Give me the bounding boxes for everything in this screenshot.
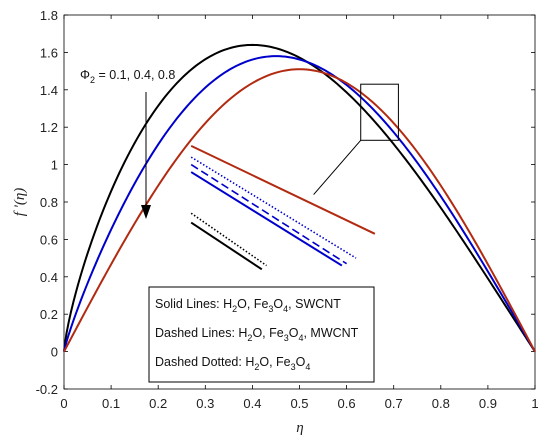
series-line-3 xyxy=(63,68,536,353)
svg-text:Φ2 = 0.1, 0.4, 0.8: Φ2 = 0.1, 0.4, 0.8 xyxy=(80,68,175,85)
y-tick-label: 0.4 xyxy=(40,270,58,285)
legend-entry-solid: Solid Lines: H2O, Fe3O4, SWCNT xyxy=(155,297,341,314)
y-tick-label: -0.2 xyxy=(36,382,58,397)
arrow-head xyxy=(141,205,151,219)
legend-box xyxy=(148,286,375,383)
phi-values: = 0.1, 0.4, 0.8 xyxy=(95,68,175,82)
x-axis-label: η xyxy=(296,420,303,436)
inset-line-1 xyxy=(190,144,376,235)
x-tick-label: 0.6 xyxy=(338,396,356,411)
inset-line-2 xyxy=(190,156,357,259)
x-tick-label: 0.2 xyxy=(149,396,167,411)
inset-line-3 xyxy=(190,163,348,265)
axis-ticks: 0 0.1 0.2 0.3 0.4 0.5 0.6 0.7 0.8 0.9 1-0.200.20.4… xyxy=(36,8,539,411)
curves xyxy=(63,43,536,353)
series-line-2 xyxy=(63,55,536,353)
series-line-1 xyxy=(63,43,536,353)
x-tick-label: 1 xyxy=(531,396,538,411)
x-tick-label: 0 xyxy=(60,396,67,411)
x-tick-label: 0.5 xyxy=(290,396,308,411)
x-tick-label: 0.7 xyxy=(385,396,403,411)
legend-entry-dashed: Dashed Lines: H2O, Fe3O4, MWCNT xyxy=(155,326,359,343)
zoom-indicator xyxy=(313,83,399,195)
inset-line-4 xyxy=(190,171,343,267)
inset-lines xyxy=(190,144,376,271)
x-tick-label: 0.3 xyxy=(196,396,214,411)
y-tick-label: 0.8 xyxy=(40,195,58,210)
x-tick-label: 0.8 xyxy=(432,396,450,411)
y-tick-label: 1.4 xyxy=(40,83,58,98)
x-tick-label: 0.4 xyxy=(243,396,261,411)
y-tick-label: 1.8 xyxy=(40,8,58,23)
legend-entry-dashed-dotted: Dashed Dotted: H2O, Fe3O4 xyxy=(155,355,310,372)
y-tick-label: 0.2 xyxy=(40,307,58,322)
legend: Solid Lines: H2O, Fe3O4, SWCNT Dashed Li… xyxy=(148,286,375,383)
zoom-connector xyxy=(313,139,362,195)
zoom-box xyxy=(360,83,399,141)
inset-line-5 xyxy=(190,212,267,267)
phi-subscript: 2 xyxy=(90,75,95,85)
x-tick-label: 0.9 xyxy=(479,396,497,411)
y-tick-label: 1 xyxy=(51,158,58,173)
inset-line-6 xyxy=(190,221,263,271)
y-tick-label: 0 xyxy=(51,345,58,360)
y-axis-label: f '(η) xyxy=(12,188,28,217)
x-tick-label: 0.1 xyxy=(102,396,120,411)
phi-annotation: Φ2 = 0.1, 0.4, 0.8 xyxy=(80,68,175,219)
phi-symbol: Φ xyxy=(80,68,90,82)
y-tick-label: 1.2 xyxy=(40,120,58,135)
y-tick-label: 1.6 xyxy=(40,45,58,60)
y-tick-label: 0.6 xyxy=(40,232,58,247)
